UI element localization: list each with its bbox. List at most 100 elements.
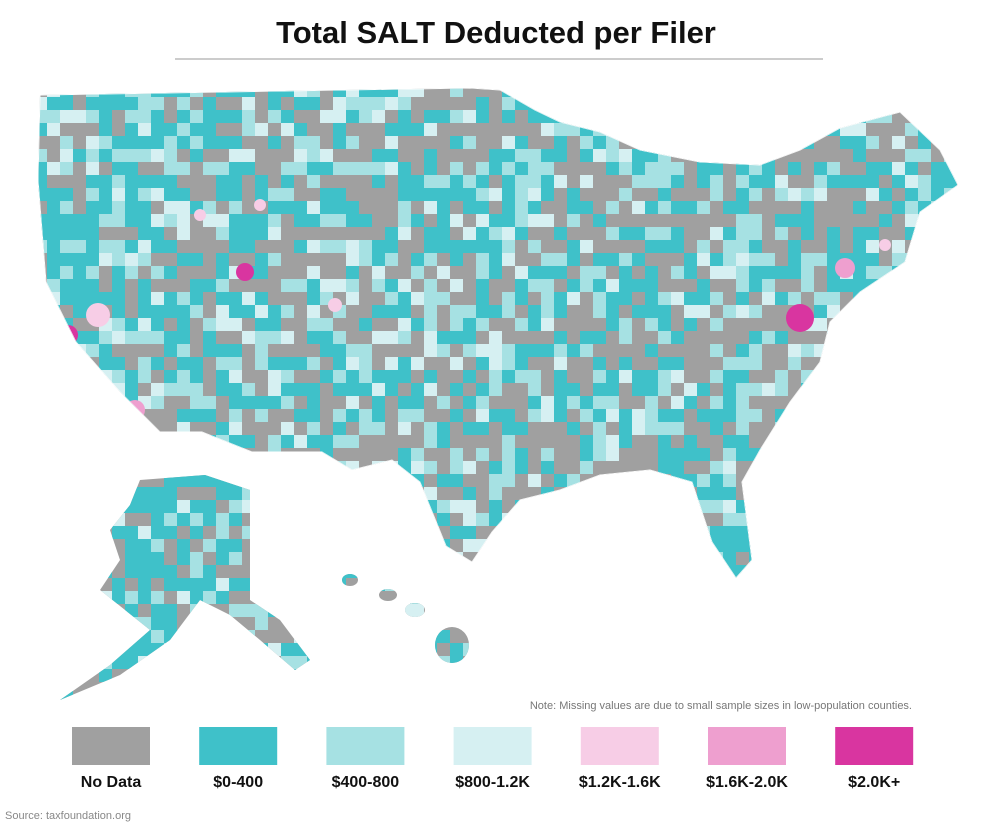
county — [515, 357, 528, 370]
county — [73, 552, 86, 565]
county — [775, 578, 788, 591]
county — [879, 487, 892, 500]
county — [424, 383, 437, 396]
county — [86, 266, 99, 279]
county — [645, 318, 658, 331]
county — [398, 396, 411, 409]
county — [359, 383, 372, 396]
county — [125, 175, 138, 188]
county — [723, 604, 736, 617]
county — [151, 383, 164, 396]
county — [853, 175, 866, 188]
county — [658, 669, 671, 682]
county — [86, 240, 99, 253]
county — [567, 565, 580, 578]
county — [645, 409, 658, 422]
county — [38, 240, 47, 253]
county — [346, 526, 359, 539]
county — [697, 487, 710, 500]
county — [125, 630, 138, 643]
county — [47, 305, 60, 318]
county — [463, 695, 476, 700]
county — [229, 357, 242, 370]
county — [918, 188, 931, 201]
county — [528, 88, 541, 97]
county — [359, 318, 372, 331]
county — [853, 227, 866, 240]
county — [242, 487, 255, 500]
county — [411, 578, 424, 591]
county — [60, 240, 73, 253]
county — [281, 604, 294, 617]
county — [905, 383, 918, 396]
county — [164, 305, 177, 318]
county — [918, 539, 931, 552]
county — [892, 266, 905, 279]
county — [476, 292, 489, 305]
county — [203, 409, 216, 422]
county — [333, 461, 346, 474]
county — [216, 136, 229, 149]
county — [294, 500, 307, 513]
county — [112, 422, 125, 435]
county — [684, 474, 697, 487]
county — [476, 279, 489, 292]
county — [684, 682, 697, 695]
county — [294, 565, 307, 578]
county — [47, 695, 60, 700]
county — [216, 487, 229, 500]
county — [788, 214, 801, 227]
county — [86, 149, 99, 162]
county — [697, 630, 710, 643]
county — [853, 474, 866, 487]
county — [710, 578, 723, 591]
county — [398, 214, 411, 227]
county — [281, 422, 294, 435]
county — [424, 201, 437, 214]
county — [112, 97, 125, 110]
county — [38, 370, 47, 383]
county — [86, 539, 99, 552]
county — [502, 240, 515, 253]
county — [671, 136, 684, 149]
county — [918, 552, 931, 565]
county — [125, 188, 138, 201]
county — [151, 331, 164, 344]
county — [151, 123, 164, 136]
county — [775, 461, 788, 474]
county — [866, 318, 879, 331]
county — [398, 695, 411, 700]
county — [736, 383, 749, 396]
county — [827, 370, 840, 383]
county — [554, 552, 567, 565]
county — [710, 136, 723, 149]
county — [463, 396, 476, 409]
county — [918, 409, 931, 422]
metro-area — [194, 209, 206, 221]
county — [892, 552, 905, 565]
county — [931, 526, 944, 539]
county — [853, 201, 866, 214]
county — [359, 487, 372, 500]
county — [346, 240, 359, 253]
county — [801, 201, 814, 214]
county — [723, 370, 736, 383]
county — [320, 669, 333, 682]
county — [684, 318, 697, 331]
county — [138, 318, 151, 331]
county — [606, 500, 619, 513]
county — [190, 513, 203, 526]
county — [385, 123, 398, 136]
county — [580, 279, 593, 292]
county — [307, 552, 320, 565]
county — [73, 461, 86, 474]
county — [190, 123, 203, 136]
county — [86, 565, 99, 578]
county — [164, 123, 177, 136]
county — [866, 162, 879, 175]
county — [489, 188, 502, 201]
county — [463, 344, 476, 357]
county — [827, 682, 840, 695]
county — [749, 643, 762, 656]
county — [489, 214, 502, 227]
